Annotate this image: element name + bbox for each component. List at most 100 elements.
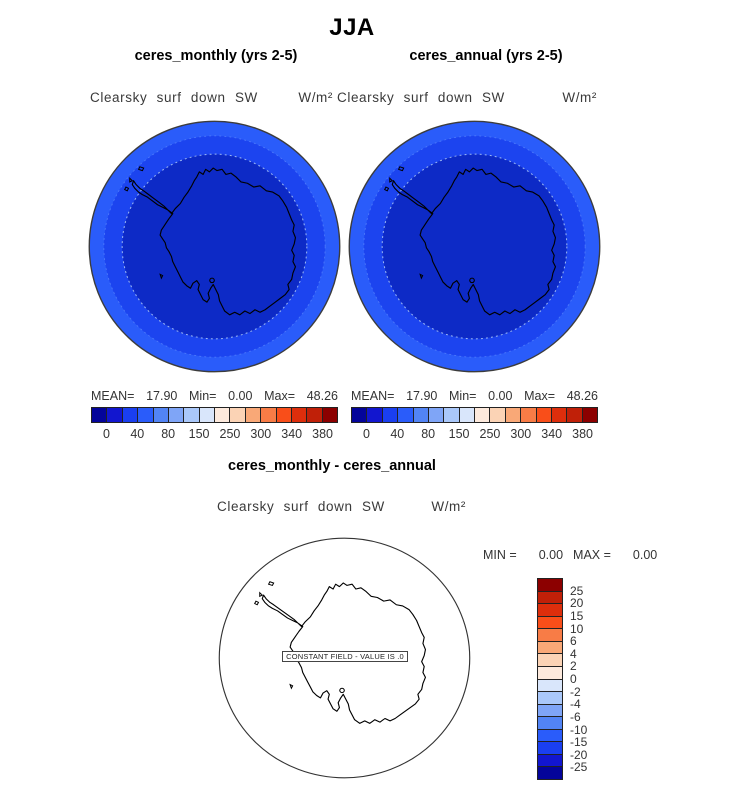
colorbar-segment [475, 408, 491, 422]
island-outline [91, 191, 98, 197]
colorbar-segment [536, 408, 552, 422]
field-label: Clearsky surf down SW [90, 90, 258, 105]
colorbar-tick-label: 15 [570, 608, 584, 623]
colorbar-segment [153, 408, 169, 422]
colorbar-segment [322, 408, 337, 422]
island-outline [389, 176, 394, 183]
panel-monthly-colorbar [91, 407, 338, 423]
island-outline [221, 605, 228, 611]
island-outline [124, 186, 130, 192]
colorbar-segment [276, 408, 292, 422]
units-label: W/m² [431, 499, 466, 514]
colorbar-tick-label: 10 [570, 621, 584, 636]
colorbar-segment [138, 408, 154, 422]
colorbar-segment [538, 629, 562, 642]
max-value: 0.00 [632, 548, 658, 562]
colorbar-segment [245, 408, 262, 422]
panel-annual-field-row: Clearsky surf down SW W/m² [337, 90, 597, 105]
colorbar-segment [459, 408, 475, 422]
colorbar-tick-label: 250 [479, 427, 501, 441]
field-ring-inner [122, 154, 307, 339]
island-outline [384, 186, 390, 192]
colorbar-tick-label: -2 [570, 684, 581, 699]
colorbar-segment [367, 408, 383, 422]
island-outline [419, 273, 424, 280]
antarctica-coastline [391, 167, 557, 316]
colorbar-tick-label: 380 [312, 427, 333, 441]
max-value: 48.26 [306, 389, 338, 403]
panel-annual-stats: MEAN= 17.90 Min= 0.00 Max= 48.26 [351, 389, 598, 403]
field-label: Clearsky surf down SW [337, 90, 505, 105]
figure-title: JJA [329, 14, 375, 41]
colorbar-segment [538, 641, 562, 655]
antarctica-coastline [131, 167, 297, 316]
panel-monthly-stats: MEAN= 17.90 Min= 0.00 Max= 48.26 [91, 389, 338, 403]
min-value: 0.00 [228, 389, 253, 403]
colorbar-segment [538, 616, 562, 630]
colorbar-segment [122, 408, 139, 422]
colorbar-tick-label: 4 [570, 646, 577, 661]
colorbar-segment [107, 408, 123, 422]
field-label: Clearsky surf down SW [217, 499, 385, 514]
contour-line-outer [363, 135, 586, 358]
field-ring-inner [382, 154, 567, 339]
contour-line-outer [103, 135, 326, 358]
colorbar-segment [199, 408, 215, 422]
panel-annual-map [348, 120, 601, 373]
colorbar-segment [428, 408, 445, 422]
colorbar-tick-label: 25 [570, 583, 584, 598]
diff-colorbar-labels: 25 20 15 10 6 4 2 0 -2 -4 -6 -10 -15 -20 -25 [570, 578, 604, 780]
colorbar-segment [307, 408, 323, 422]
colorbar-segment [538, 742, 562, 755]
colorbar-tick-label: 2 [570, 659, 577, 674]
colorbar-segment [352, 408, 368, 422]
island-outline [129, 176, 134, 183]
panel-monthly-colorbar-labels: 0 40 80 150 250 300 340 380 [91, 427, 338, 441]
mean-label: MEAN= [91, 389, 135, 403]
island-outline [339, 687, 345, 694]
colorbar-segment [215, 408, 231, 422]
diff-field-row: Clearsky surf down SW W/m² [217, 499, 466, 514]
panel-monthly-field-row: Clearsky surf down SW W/m² [90, 90, 333, 105]
island-outline [209, 277, 215, 284]
colorbar-tick-label: 150 [448, 427, 470, 441]
contour-line-inner [381, 153, 568, 340]
diff-colorbar [537, 578, 563, 780]
colorbar-segment [521, 408, 537, 422]
colorbar-segment [538, 704, 562, 718]
polar-map-svg [88, 120, 341, 373]
island-outline [259, 591, 264, 598]
island-outline [219, 621, 226, 626]
colorbar-tick-label: 80 [161, 427, 176, 441]
min-label: MIN = [483, 548, 517, 562]
island-outline [469, 277, 475, 284]
colorbar-segment [538, 754, 562, 768]
island-outline [254, 600, 260, 606]
max-label: MAX = [573, 548, 611, 562]
panel-monthly-map [88, 120, 341, 373]
colorbar-tick-label: 150 [188, 427, 210, 441]
contour-line-inner [121, 153, 308, 340]
colorbar-segment [538, 692, 562, 705]
colorbar-tick-label: 40 [390, 427, 405, 441]
colorbar-tick-label: 20 [570, 596, 584, 611]
mean-value: 17.90 [406, 389, 438, 403]
colorbar-tick-label: 380 [572, 427, 593, 441]
colorbar-tick-label: 0 [570, 672, 577, 686]
island-outline [397, 166, 405, 172]
min-label: Min= [449, 389, 477, 403]
max-value: 48.26 [566, 389, 598, 403]
colorbar-tick-label: 340 [541, 427, 563, 441]
colorbar-segment [230, 408, 246, 422]
colorbar-segment [490, 408, 506, 422]
island-outline [289, 683, 294, 690]
colorbar-tick-label: -4 [570, 697, 581, 712]
colorbar-segment [567, 408, 583, 422]
panel-annual-subtitle: ceres_annual (yrs 2-5) [409, 48, 563, 64]
colorbar-segment [291, 408, 308, 422]
island-outline [137, 166, 145, 172]
colorbar-tick-label: 300 [250, 427, 272, 441]
colorbar-tick-label: -20 [570, 747, 588, 762]
min-label: Min= [189, 389, 217, 403]
